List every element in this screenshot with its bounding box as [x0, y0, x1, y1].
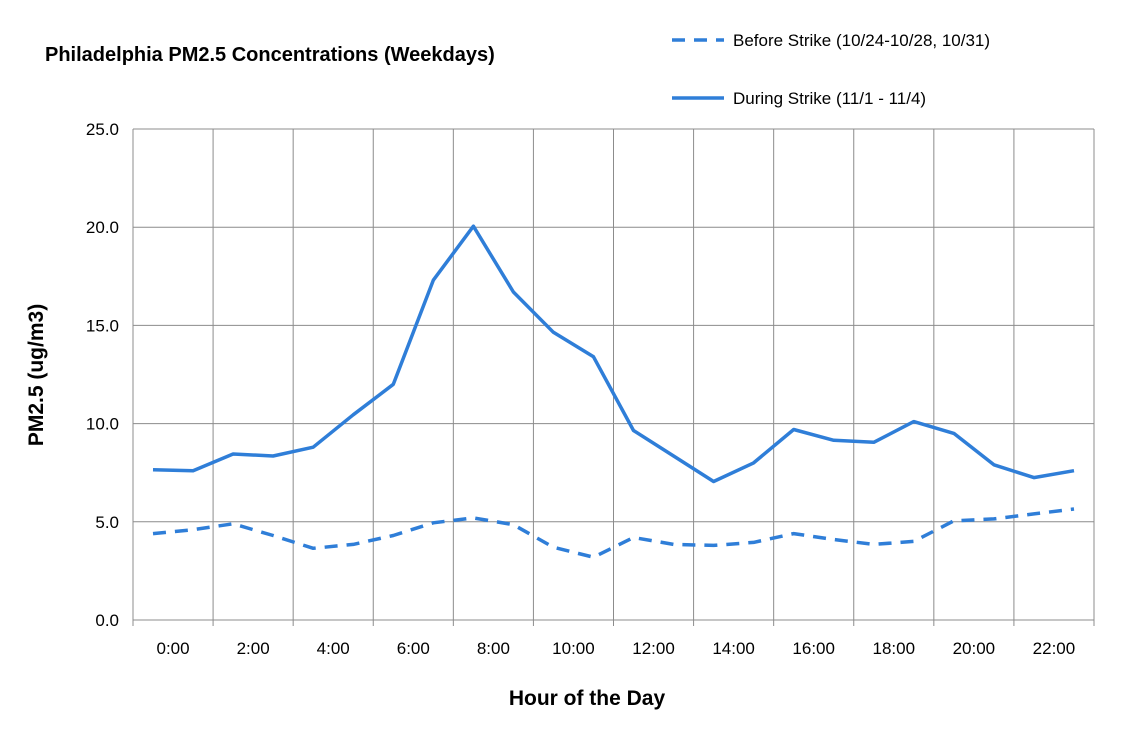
x-tick-label: 2:00 [237, 639, 270, 658]
x-tick-label: 18:00 [873, 639, 916, 658]
legend-label-during-strike: During Strike (11/1 - 11/4) [733, 89, 926, 108]
y-tick-label: 5.0 [95, 513, 119, 532]
x-tick-label: 0:00 [156, 639, 189, 658]
x-axis-title: Hour of the Day [509, 687, 666, 710]
series-lines [152, 224, 1075, 559]
x-tick-label: 6:00 [397, 639, 430, 658]
x-tick-label: 8:00 [477, 639, 510, 658]
grid [132, 128, 1095, 626]
y-tick-labels: 0.0 5.0 10.0 15.0 20.0 25.0 [86, 120, 119, 630]
series-line-before-strike [152, 507, 1075, 559]
y-tick-label: 25.0 [86, 120, 119, 139]
x-tick-label: 20:00 [953, 639, 996, 658]
y-tick-label: 0.0 [95, 611, 119, 630]
x-tick-label: 16:00 [792, 639, 835, 658]
y-tick-label: 15.0 [86, 316, 119, 335]
x-tick-label: 10:00 [552, 639, 595, 658]
x-tick-labels: 0:00 2:00 4:00 6:00 8:00 10:00 12:00 14:00 16:00… [156, 639, 1075, 658]
chart-title: Philadelphia PM2.5 Concentrations (Weekd… [45, 44, 495, 66]
series-line-during-strike [152, 224, 1075, 484]
legend: Before Strike (10/24-10/28, 10/31) Durin… [672, 31, 990, 108]
x-tick-label: 22:00 [1033, 639, 1076, 658]
legend-label-before-strike: Before Strike (10/24-10/28, 10/31) [733, 31, 990, 50]
y-tick-label: 20.0 [86, 218, 119, 237]
x-tick-label: 12:00 [632, 639, 675, 658]
y-axis-title: PM2.5 (ug/m3) [25, 304, 48, 446]
x-tick-label: 14:00 [712, 639, 755, 658]
x-tick-label: 4:00 [317, 639, 350, 658]
y-tick-label: 10.0 [86, 415, 119, 434]
